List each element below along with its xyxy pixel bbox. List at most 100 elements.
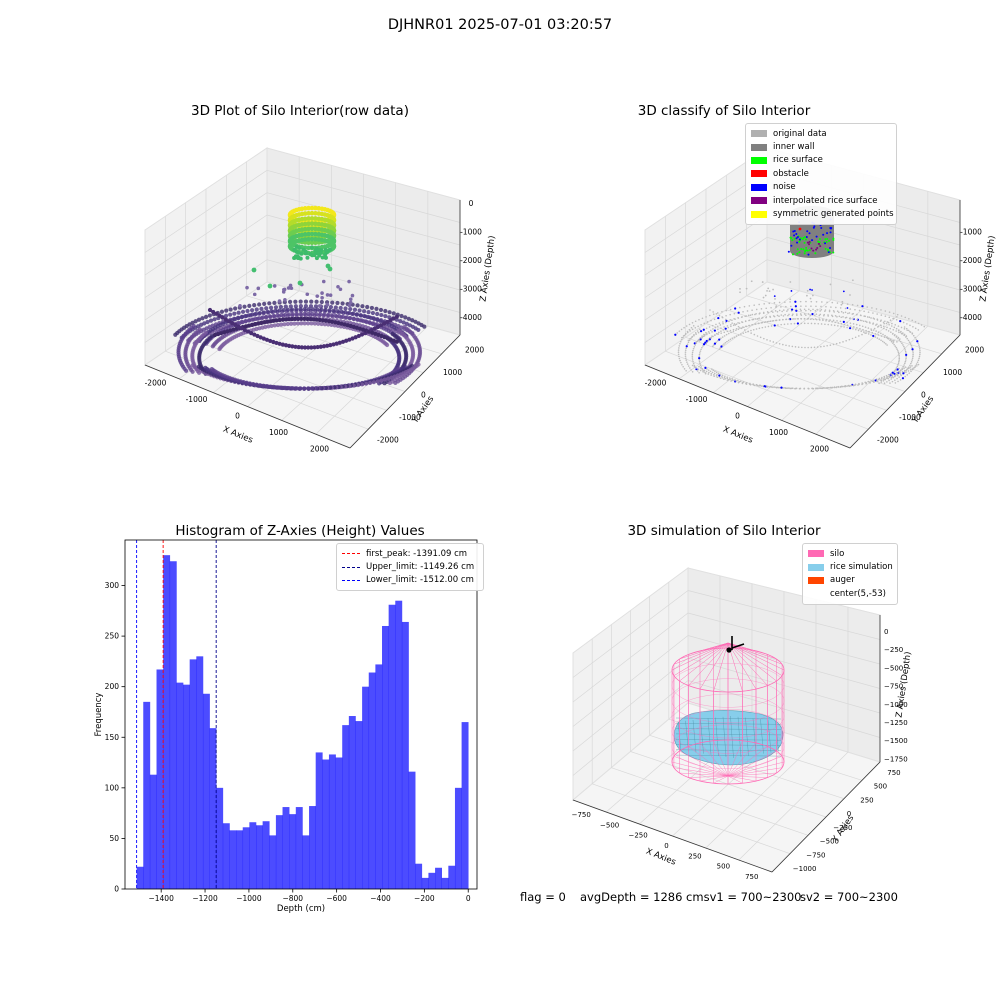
data-point: [306, 386, 311, 391]
original-data-point: [876, 313, 878, 315]
original-data-point: [894, 324, 897, 326]
data-point: [279, 312, 284, 318]
legend-label: first_peak: -1391.09 cm: [366, 548, 468, 559]
data-point: [382, 321, 387, 326]
data-point: [256, 286, 261, 291]
data-point: [861, 333, 863, 336]
original-data-point: [915, 338, 918, 341]
y-tick-label: −250: [833, 824, 852, 832]
data-point: [251, 381, 256, 387]
data-point: [302, 307, 307, 312]
data-point: [369, 305, 375, 311]
y-tick-label: -2000: [377, 436, 399, 445]
interpolated-point: [806, 241, 809, 244]
z-axis-label: Z Axies (Depth): [978, 235, 997, 302]
original-data-point: [788, 313, 790, 316]
original-data-point: [807, 313, 810, 315]
data-point: [203, 330, 208, 335]
original-data-point: [729, 378, 731, 381]
data-point: [335, 309, 340, 314]
data-point: [271, 318, 276, 323]
data-point: [302, 316, 307, 321]
original-data-point: [857, 329, 860, 332]
data-point: [794, 318, 796, 320]
data-point: [886, 337, 889, 340]
original-data-point: [865, 382, 867, 385]
panel4-silo: [671, 636, 785, 785]
silo-roof-rib: [727, 642, 777, 660]
original-data-point: [678, 357, 681, 360]
original-data-point: [828, 310, 831, 313]
original-data-point: [905, 371, 907, 373]
original-data-point: [699, 364, 702, 366]
original-data-point: [731, 319, 733, 322]
original-data-point: [799, 308, 802, 311]
original-data-point: [870, 317, 872, 319]
data-point: [406, 316, 411, 321]
rice-mesh-line: [737, 716, 742, 757]
original-data-point: [739, 380, 742, 383]
noise-point: [901, 377, 905, 380]
histogram-bar: [196, 656, 204, 889]
original-data-point: [677, 351, 680, 353]
y-tick-label: -2000: [877, 436, 899, 445]
histogram-bar: [335, 757, 343, 889]
original-data-point: [706, 321, 709, 323]
original-data-point: [698, 359, 701, 361]
original-data-point: [835, 386, 838, 389]
original-data-point: [729, 308, 732, 311]
original-data-point: [901, 368, 904, 371]
noise-point: [717, 316, 720, 320]
data-point: [239, 315, 244, 320]
original-data-point: [723, 378, 725, 381]
original-data-point: [888, 316, 891, 319]
surface-point: [309, 245, 314, 250]
surface-point: [312, 253, 317, 258]
data-point: [361, 319, 366, 324]
original-data-point: [889, 382, 891, 384]
data-point: [242, 327, 247, 333]
silo-floor-rib: [699, 742, 729, 777]
histogram-bar: [421, 877, 429, 889]
data-point: [852, 326, 855, 328]
original-data-point: [698, 338, 700, 341]
original-data-point: [696, 330, 699, 332]
noise-point: [718, 374, 721, 377]
original-data-point: [852, 323, 855, 325]
noise-point: [902, 372, 905, 375]
legend-label: rice surface: [773, 155, 823, 166]
x-axis-label: X Axies: [221, 425, 254, 446]
original-data-point: [740, 333, 742, 335]
data-point: [375, 324, 380, 330]
panel2-title: 3D classify of Silo Interior: [637, 103, 811, 119]
data-point: [224, 308, 229, 313]
legend-label: original data: [773, 128, 827, 139]
data-point: [846, 307, 849, 309]
original-data-point: [911, 333, 914, 335]
original-data-point: [694, 332, 697, 334]
data-point: [350, 336, 355, 341]
y-tick-label: −500: [820, 838, 839, 846]
original-data-point: [749, 314, 752, 317]
original-data-point: [885, 377, 888, 379]
original-data-point: [691, 353, 694, 356]
plot-frame: [124, 539, 478, 890]
data-point: [283, 298, 287, 302]
noise-point: [872, 334, 875, 338]
data-point: [762, 296, 765, 299]
original-data-point: [725, 321, 727, 324]
silo-floor-rib: [713, 775, 729, 784]
data-point: [279, 322, 284, 327]
original-data-point: [703, 369, 706, 372]
data-point: [267, 314, 273, 319]
original-data-point: [898, 356, 901, 358]
original-data-point: [706, 333, 708, 336]
original-data-point: [867, 311, 870, 313]
original-data-point: [730, 325, 732, 328]
data-point: [788, 345, 790, 347]
data-point: [753, 333, 756, 336]
original-data-point: [788, 387, 790, 389]
original-data-point: [910, 344, 913, 347]
data-point: [308, 317, 313, 322]
legend-entry: inner wall: [751, 140, 891, 153]
